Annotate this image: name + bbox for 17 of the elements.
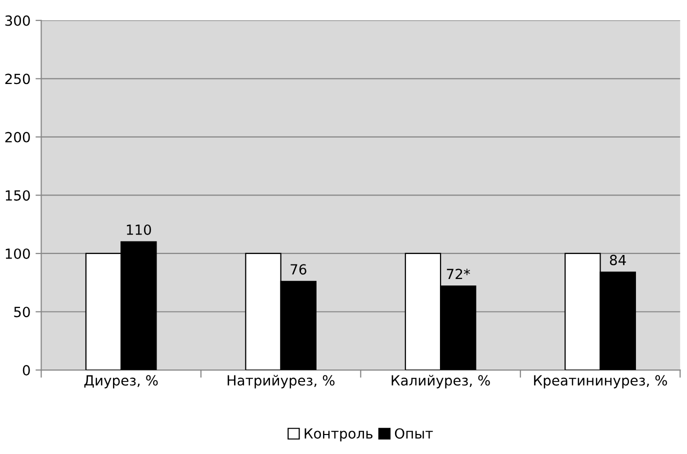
x-tick-label: Диурез, % (84, 375, 158, 388)
data-label: 84 (610, 254, 626, 266)
x-tick-label: Калийурез, % (392, 374, 490, 388)
y-tick-label: 100 (6, 248, 30, 259)
data-label: 76 (290, 264, 306, 275)
y-tick-label: 200 (5, 132, 30, 142)
y-tick-label: 0 (22, 364, 30, 376)
y-tick-label: 300 (5, 15, 30, 26)
legend-label: Контроль (304, 428, 372, 442)
y-tick-label: 250 (5, 74, 30, 84)
data-label: 110 (126, 224, 151, 235)
y-tick-label: 50 (14, 306, 30, 318)
legend-label: Опыт (394, 428, 433, 439)
data-label: 72* (446, 268, 470, 280)
x-tick-label: Натрийурез, % (228, 374, 334, 388)
y-tick-label: 150 (6, 190, 30, 201)
x-tick-label: Креатининурез, % (534, 375, 668, 388)
